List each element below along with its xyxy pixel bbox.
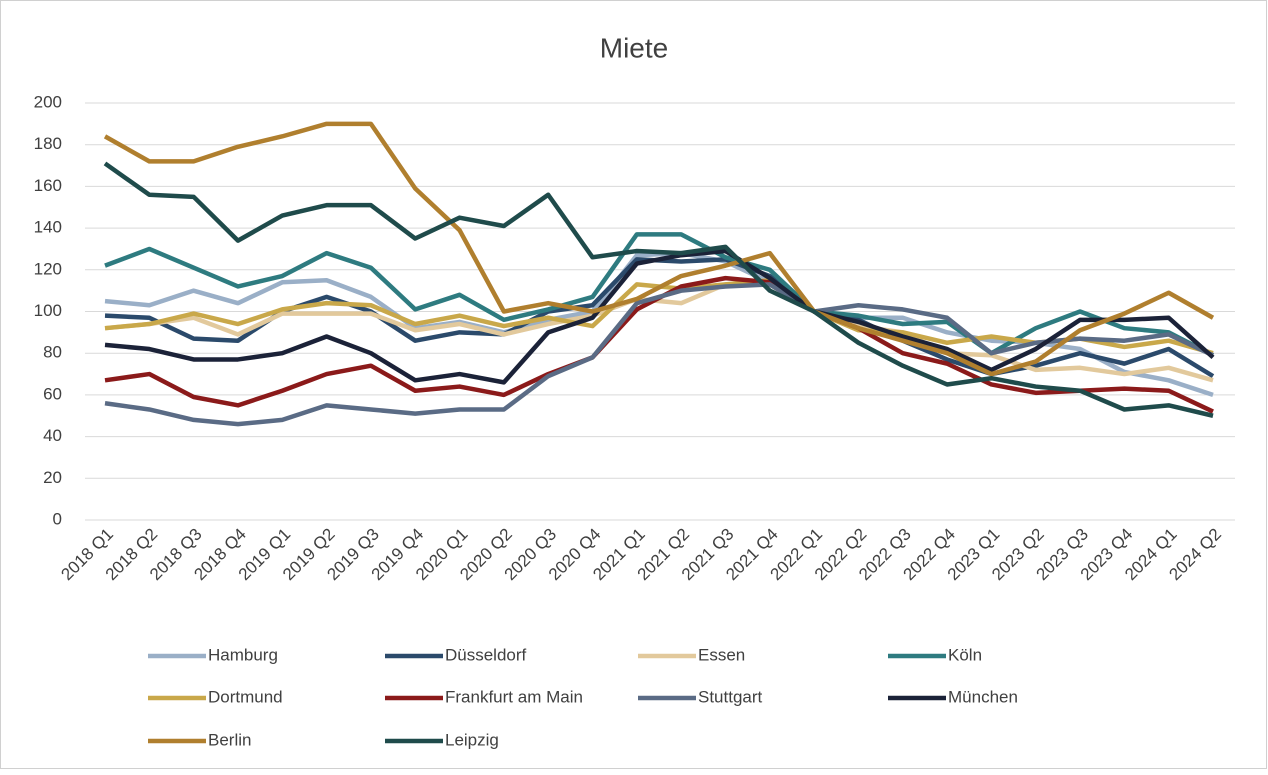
line-series (104, 282, 1214, 427)
legend-label: Düsseldorf (445, 645, 527, 664)
legend-label: Berlin (208, 730, 251, 749)
y-tick-label: 20 (43, 468, 62, 487)
legend-label: Essen (698, 645, 745, 664)
line-series (104, 282, 1214, 383)
line-series (103, 121, 1215, 377)
y-tick-label: 120 (34, 259, 62, 278)
y-tick-label: 80 (43, 343, 62, 362)
legend-label: Leipzig (445, 730, 499, 749)
line-series (104, 232, 1215, 358)
y-tick-label: 60 (43, 384, 62, 403)
y-tick-label: 40 (43, 426, 62, 445)
chart-title: Miete (600, 32, 668, 63)
y-tick-label: 100 (34, 301, 62, 320)
legend-label: Dortmund (208, 687, 283, 706)
y-tick-label: 180 (34, 134, 62, 153)
line-series (104, 248, 1215, 385)
y-tick-label: 160 (34, 176, 62, 195)
legend-label: Köln (948, 645, 982, 664)
legend-label: Hamburg (208, 645, 278, 664)
legend-label: Frankfurt am Main (445, 687, 583, 706)
line-series (103, 161, 1214, 418)
y-tick-label: 140 (34, 218, 62, 237)
legend-label: München (948, 687, 1018, 706)
y-tick-label: 200 (34, 92, 62, 111)
y-tick-label: 0 (53, 509, 62, 528)
legend-label: Stuttgart (698, 687, 763, 706)
